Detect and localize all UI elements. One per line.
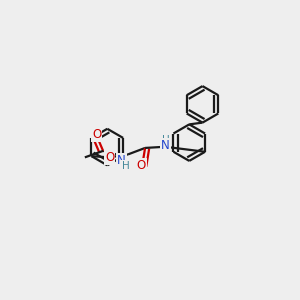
Text: O: O [136,158,146,172]
Text: H: H [122,160,130,171]
Text: O: O [105,151,114,164]
Text: N: N [117,154,126,167]
Text: H: H [162,135,170,145]
Text: O: O [92,128,101,141]
Text: N: N [161,139,170,152]
